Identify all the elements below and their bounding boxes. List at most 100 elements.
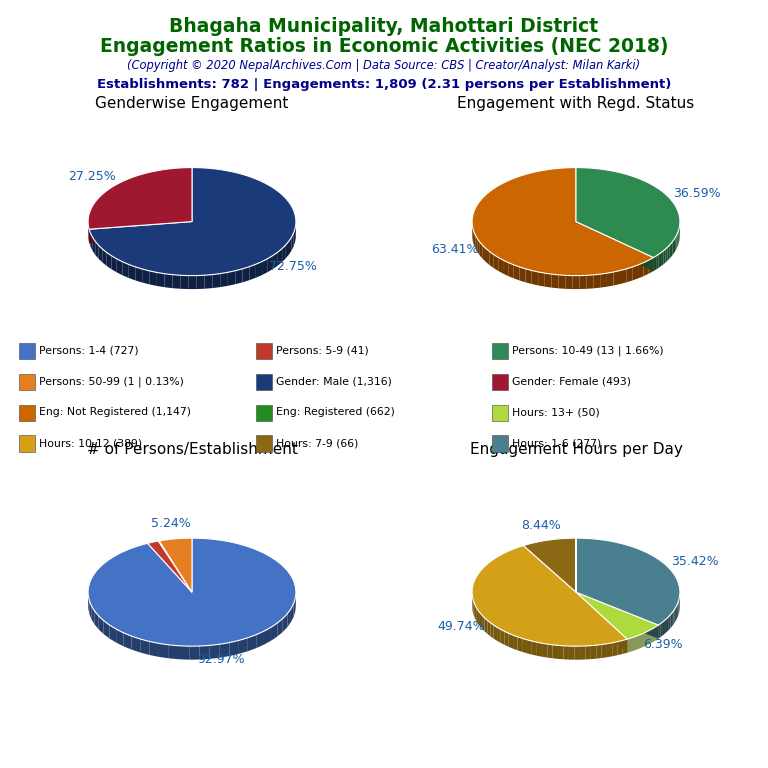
Polygon shape xyxy=(617,641,622,655)
Polygon shape xyxy=(129,264,135,280)
Polygon shape xyxy=(197,275,204,289)
Polygon shape xyxy=(478,239,480,256)
Polygon shape xyxy=(591,645,596,659)
Polygon shape xyxy=(157,273,164,287)
Text: Persons: 1-4 (727): Persons: 1-4 (727) xyxy=(39,346,139,356)
Text: 5.24%: 5.24% xyxy=(151,518,190,531)
Polygon shape xyxy=(673,240,674,255)
Polygon shape xyxy=(670,613,672,628)
Polygon shape xyxy=(576,222,654,271)
Polygon shape xyxy=(164,273,172,288)
Polygon shape xyxy=(674,609,675,624)
Polygon shape xyxy=(669,614,670,630)
Text: Persons: 10-49 (13 | 1.66%): Persons: 10-49 (13 | 1.66%) xyxy=(512,346,664,356)
Polygon shape xyxy=(124,633,131,650)
Text: # of Persons/Establishment: # of Persons/Establishment xyxy=(87,442,297,457)
Text: 92.97%: 92.97% xyxy=(197,653,245,666)
Polygon shape xyxy=(111,256,117,273)
Polygon shape xyxy=(475,235,478,252)
Text: Hours: 10-12 (389): Hours: 10-12 (389) xyxy=(39,438,142,449)
Polygon shape xyxy=(89,167,296,276)
Polygon shape xyxy=(542,644,548,657)
Polygon shape xyxy=(473,228,474,245)
Polygon shape xyxy=(494,255,498,271)
Polygon shape xyxy=(159,644,169,658)
Polygon shape xyxy=(665,618,667,634)
Text: 6.39%: 6.39% xyxy=(644,638,683,650)
Polygon shape xyxy=(497,627,501,643)
Polygon shape xyxy=(660,622,663,637)
Polygon shape xyxy=(576,592,658,638)
Polygon shape xyxy=(672,611,674,626)
Polygon shape xyxy=(250,264,256,280)
Polygon shape xyxy=(569,646,574,660)
Polygon shape xyxy=(257,631,264,648)
Polygon shape xyxy=(545,273,551,287)
Polygon shape xyxy=(210,644,220,659)
Polygon shape xyxy=(278,249,282,266)
Text: Eng: Registered (662): Eng: Registered (662) xyxy=(276,407,395,418)
Polygon shape xyxy=(95,241,98,259)
Polygon shape xyxy=(293,229,295,247)
Polygon shape xyxy=(596,644,601,659)
Polygon shape xyxy=(638,263,644,279)
Polygon shape xyxy=(656,254,659,270)
Polygon shape xyxy=(102,249,107,266)
Text: Engagement Ratios in Economic Activities (NEC 2018): Engagement Ratios in Economic Activities… xyxy=(100,37,668,56)
Polygon shape xyxy=(586,275,594,289)
Polygon shape xyxy=(287,609,291,627)
Polygon shape xyxy=(614,270,620,286)
Text: Persons: 50-99 (1 | 0.13%): Persons: 50-99 (1 | 0.13%) xyxy=(39,376,184,387)
Polygon shape xyxy=(135,266,142,283)
Polygon shape xyxy=(576,538,680,625)
Polygon shape xyxy=(675,607,676,622)
Polygon shape xyxy=(564,646,569,660)
Text: Persons: 5-9 (41): Persons: 5-9 (41) xyxy=(276,346,369,356)
Polygon shape xyxy=(612,642,617,657)
Polygon shape xyxy=(273,252,278,269)
Polygon shape xyxy=(142,269,150,284)
Text: 35.42%: 35.42% xyxy=(671,555,719,568)
Polygon shape xyxy=(220,273,228,287)
Text: 72.75%: 72.75% xyxy=(269,260,316,273)
Polygon shape xyxy=(677,231,678,247)
Polygon shape xyxy=(607,272,614,286)
Polygon shape xyxy=(474,231,475,249)
Polygon shape xyxy=(594,274,600,288)
Polygon shape xyxy=(572,276,579,289)
Polygon shape xyxy=(485,618,488,634)
Polygon shape xyxy=(91,233,93,251)
Polygon shape xyxy=(585,646,591,660)
Polygon shape xyxy=(649,257,654,273)
Polygon shape xyxy=(664,249,666,264)
Polygon shape xyxy=(220,643,230,657)
Polygon shape xyxy=(632,265,638,280)
Polygon shape xyxy=(158,541,192,592)
Text: 36.59%: 36.59% xyxy=(674,187,721,200)
Polygon shape xyxy=(551,274,558,288)
Polygon shape xyxy=(579,276,586,289)
Polygon shape xyxy=(89,222,192,243)
Polygon shape xyxy=(607,643,612,657)
Polygon shape xyxy=(271,623,277,641)
Polygon shape xyxy=(150,271,157,286)
Text: Gender: Female (493): Gender: Female (493) xyxy=(512,376,631,387)
Polygon shape xyxy=(538,272,545,286)
Polygon shape xyxy=(508,263,514,278)
Polygon shape xyxy=(576,222,654,271)
Polygon shape xyxy=(674,237,675,253)
Polygon shape xyxy=(671,241,673,257)
Polygon shape xyxy=(478,610,480,626)
Polygon shape xyxy=(601,644,607,658)
Polygon shape xyxy=(508,634,513,649)
Text: Establishments: 782 | Engagements: 1,809 (2.31 persons per Establishment): Establishments: 782 | Engagements: 1,809… xyxy=(97,78,671,91)
Polygon shape xyxy=(283,614,287,632)
Polygon shape xyxy=(239,637,248,654)
Polygon shape xyxy=(490,252,494,268)
Text: Bhagaha Municipality, Mahottari District: Bhagaha Municipality, Mahottari District xyxy=(170,17,598,36)
Polygon shape xyxy=(518,637,522,652)
Polygon shape xyxy=(661,251,664,266)
Polygon shape xyxy=(558,275,565,289)
Polygon shape xyxy=(147,541,192,592)
Polygon shape xyxy=(123,262,129,278)
